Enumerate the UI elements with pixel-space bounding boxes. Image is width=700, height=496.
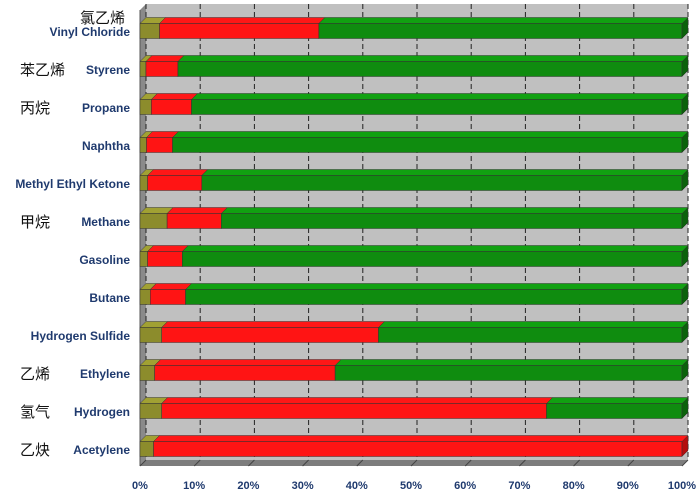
bar-end-cap [681,282,689,306]
bar-segment [171,131,689,153]
category-label: Methyl Ethyl Ketone [15,177,130,191]
bar-segment [334,359,689,381]
category-label: Vinyl Chloride [50,25,131,39]
bar-segment [146,169,209,191]
category-label: Propane [82,101,130,115]
bar-segment [190,93,689,115]
gridline-floor [302,459,309,467]
x-tick-label: 10% [183,480,205,492]
bar-segment [145,55,185,77]
side-wall [140,4,146,466]
bar-segment [201,169,689,191]
x-tick-label: 70% [508,480,530,492]
bars [139,16,689,458]
bar-segment [139,17,167,39]
x-axis-ticks: 0% 10% 20% 30% 40% 50% 60% 70% 80% 90% 100% [132,480,696,492]
x-tick-label: 60% [454,480,476,492]
x-tick-label: 50% [400,480,422,492]
x-tick-label: 40% [346,480,368,492]
bar-segment [181,245,689,267]
category-label: Ethylene [80,367,130,381]
x-tick-label: 80% [563,480,585,492]
bar-end-cap [681,434,689,458]
gridline-floor [681,459,689,467]
bar-segment [377,321,689,343]
bar-end-cap [681,130,689,154]
bar-end-cap [681,16,689,40]
gridline-floor [193,459,201,467]
category-label: Methane [81,215,130,229]
category-label-zh: 丙烷 [20,99,50,117]
category-label: Naphtha [82,139,130,153]
category-label-zh: 甲烷 [20,213,50,231]
bar-segment [318,17,689,39]
category-label: Acetylene [73,443,130,457]
bar-end-cap [681,358,689,382]
category-label-zh: 氯乙烯 [80,9,125,27]
x-tick-label: 0% [132,480,148,492]
bar-segment [177,55,689,77]
x-tick-label: 30% [292,480,314,492]
bar-segment [149,283,193,305]
x-tick-label: 100% [668,480,696,492]
bar-segment [154,359,342,381]
category-label: Gasoline [79,253,130,267]
bar-end-cap [681,244,689,268]
bar-segment [145,131,180,153]
bar-end-cap [681,396,689,420]
gridline-floor [627,459,635,467]
bar-segment [139,321,169,343]
category-label: Butane [89,291,130,305]
category-label: Hydrogen Sulfide [31,329,131,343]
bar-segment [158,17,326,39]
bar-end-cap [681,206,689,230]
gridlines [139,4,689,467]
bar-segment [139,435,161,457]
category-label: Styrene [86,63,130,77]
bar-segment [139,359,162,381]
gridline-floor [573,459,580,467]
bar-end-cap [681,54,689,78]
category-label-zh: 乙炔 [20,441,50,459]
category-label: Hydrogen [74,405,130,419]
bar-segment [545,397,689,419]
bar-segment [150,93,199,115]
bar-segment [220,207,689,229]
bar-segment [161,321,386,343]
bar-segment [152,435,689,457]
gridline-floor [356,459,364,467]
gridline-floor [410,459,418,467]
gridline-floor [519,459,526,467]
x-tick-label: 90% [617,480,639,492]
bar-segment [139,207,174,229]
bar-end-cap [681,92,689,116]
gridline-floor [464,459,472,467]
x-tick-label: 20% [237,480,259,492]
bar-end-cap [681,320,689,344]
bar-segment [139,397,169,419]
category-label-zh: 氢气 [20,403,50,421]
gridline-floor [248,459,255,467]
category-label-zh: 乙烯 [20,365,50,383]
category-label-zh: 苯乙烯 [20,61,65,79]
gridline-floor [139,459,147,467]
bar-segment [166,207,228,229]
bar-end-cap [681,168,689,192]
bar-segment [184,283,689,305]
bar-segment [161,397,554,419]
